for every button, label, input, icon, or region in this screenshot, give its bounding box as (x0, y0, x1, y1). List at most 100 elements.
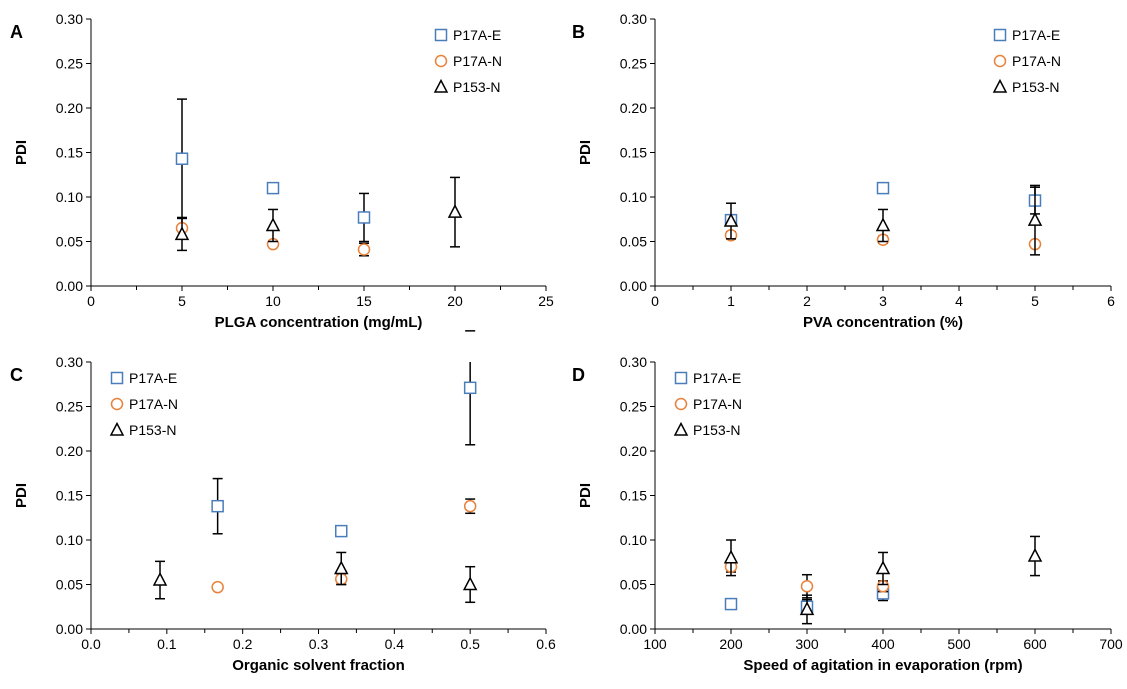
data-point (357, 243, 371, 256)
panel-letter: B (572, 22, 585, 42)
data-point (357, 211, 371, 224)
x-tick-label: 0.4 (385, 636, 405, 652)
data-point (463, 381, 477, 395)
y-tick-label: 0.30 (56, 11, 83, 27)
x-tick-label: 3 (879, 293, 887, 309)
legend-marker (673, 421, 689, 436)
data-point (1027, 547, 1043, 562)
y-tick-label: 0.25 (56, 56, 83, 72)
data-point (876, 181, 890, 195)
panel-letter: D (572, 365, 585, 385)
legend-marker (992, 78, 1008, 93)
x-tick-label: 0.0 (81, 636, 101, 652)
y-tick-label: 0.05 (620, 234, 647, 250)
y-tick-label: 0.10 (56, 189, 83, 205)
legend: P17A-E P17A-N P153-N (992, 27, 1061, 95)
x-tick-label: 4 (955, 293, 963, 309)
y-tick-label: 0.00 (56, 278, 83, 294)
y-tick-label: 0.15 (56, 145, 83, 161)
legend-label: P153-N (693, 422, 740, 438)
series-p17a-n (211, 498, 477, 594)
legend-label: P17A-E (1012, 27, 1060, 43)
data-point (799, 601, 815, 616)
legend-marker (993, 28, 1007, 42)
data-point (334, 560, 349, 575)
legend: P17A-E P17A-N P153-N (433, 27, 502, 95)
y-tick-label: 0.10 (56, 532, 83, 548)
y-tick-label: 0.15 (620, 145, 647, 161)
legend-label: P17A-E (693, 370, 741, 386)
data-point (447, 204, 463, 218)
legend-label: P17A-N (693, 396, 742, 412)
legend-marker (674, 397, 688, 411)
data-point (152, 571, 168, 586)
x-tick-label: 0.3 (309, 636, 329, 652)
x-axis-label: Organic solvent fraction (232, 657, 405, 674)
legend-marker (434, 54, 448, 68)
x-tick-label: 600 (1023, 636, 1047, 652)
data-point (265, 217, 281, 232)
data-point (1027, 212, 1043, 226)
legend-label: P17A-N (1012, 53, 1061, 69)
y-tick-label: 0.20 (620, 100, 647, 116)
y-tick-label: 0.05 (56, 577, 83, 593)
data-point (266, 181, 280, 195)
y-tick-label: 0.30 (620, 354, 647, 370)
legend-marker (110, 397, 124, 411)
x-axis-label: PVA concentration (%) (803, 314, 963, 331)
legend-label: P153-N (453, 79, 500, 95)
legend-marker (109, 421, 125, 436)
x-axis-label: PLGA concentration (mg/mL) (215, 314, 423, 331)
panel-d: 0.00 0.05 0.10 0.15 0.20 0.25 0.30 100 200 300 400… (572, 354, 1123, 674)
panel-b: 0.00 0.05 0.10 0.15 0.20 0.25 0.30 0 1 2 3 4 5 6 PVA c… (572, 11, 1115, 331)
x-tick-label: 0 (651, 293, 659, 309)
x-tick-label: 0.6 (536, 636, 556, 652)
x-tick-label: 5 (1031, 293, 1039, 309)
data-point (211, 499, 224, 513)
x-tick-label: 300 (795, 636, 819, 652)
y-axis-label: PDI (577, 140, 594, 165)
x-tick-label: 500 (947, 636, 971, 652)
data-point (211, 580, 224, 594)
legend-label: P17A-E (129, 370, 177, 386)
x-tick-label: 200 (719, 636, 743, 652)
x-tick-label: 0.1 (157, 636, 177, 652)
legend-label: P17A-N (129, 396, 178, 412)
legend-marker (993, 54, 1007, 68)
y-tick-label: 0.30 (56, 354, 83, 370)
legend-marker (110, 371, 124, 385)
legend-label: P17A-E (453, 27, 501, 43)
y-tick-label: 0.25 (56, 399, 83, 415)
legend: P17A-E P17A-N P153-N (109, 370, 178, 438)
data-point (724, 597, 738, 611)
x-tick-label: 25 (538, 293, 554, 309)
legend-marker (433, 78, 449, 93)
series-p153-n (152, 551, 478, 604)
y-tick-label: 0.00 (620, 278, 647, 294)
panel-a: 0.00 0.05 0.10 0.15 0.20 0.25 0.30 0 5 10 15 20 25 PL… (10, 11, 554, 331)
data-point (463, 499, 477, 513)
y-tick-label: 0.20 (56, 443, 83, 459)
data-point (174, 226, 190, 241)
y-tick-label: 0.05 (620, 577, 647, 593)
data-point (875, 217, 891, 232)
y-tick-label: 0.05 (56, 234, 83, 250)
legend-marker (674, 371, 688, 385)
series-p17a-e (211, 330, 477, 538)
panel-letter: A (10, 22, 23, 42)
data-point (335, 524, 348, 538)
x-tick-label: 10 (265, 293, 281, 309)
legend-label: P17A-N (453, 53, 502, 69)
x-tick-label: 0.5 (460, 636, 480, 652)
y-axis-label: PDI (577, 483, 594, 508)
y-tick-label: 0.20 (620, 443, 647, 459)
x-tick-label: 0 (87, 293, 95, 309)
x-tick-label: 15 (356, 293, 372, 309)
x-tick-label: 6 (1107, 293, 1115, 309)
legend-marker (434, 28, 448, 42)
x-tick-label: 20 (447, 293, 463, 309)
data-point (800, 580, 814, 593)
x-tick-label: 700 (1099, 636, 1123, 652)
y-axis-label: PDI (13, 483, 30, 508)
